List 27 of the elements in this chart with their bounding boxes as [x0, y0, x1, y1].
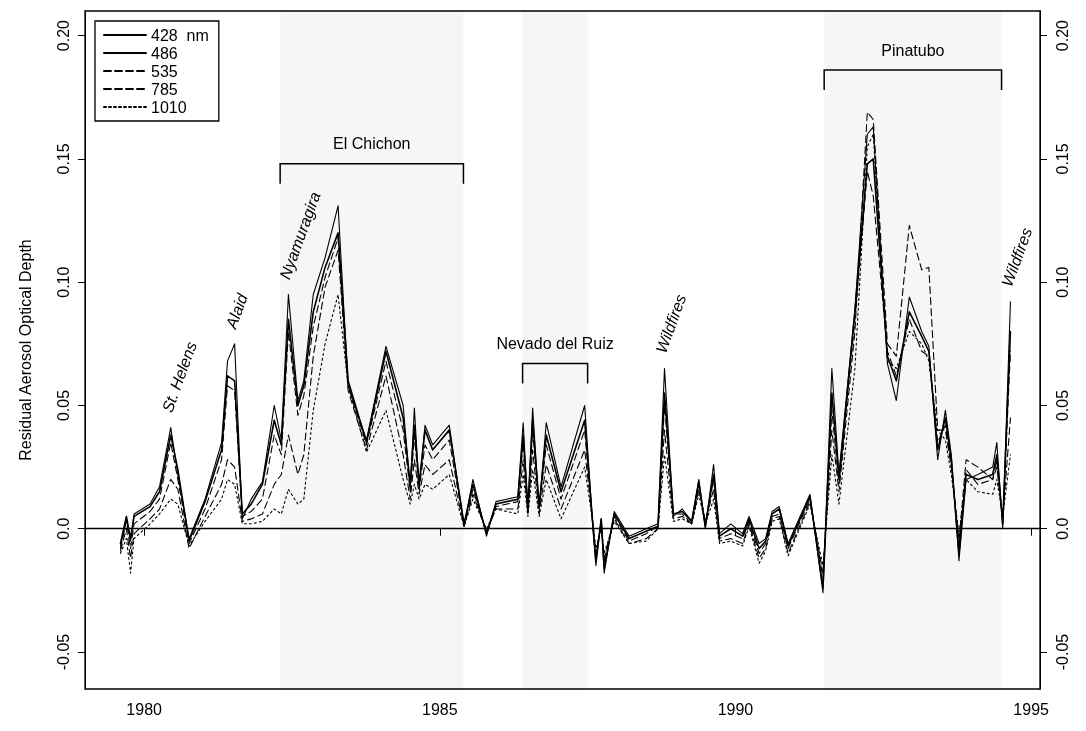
- x-tick-label: 1985: [422, 700, 458, 718]
- y2-tick-label: 0.05: [1053, 389, 1071, 422]
- y2-tick-label: 0.10: [1053, 266, 1071, 298]
- y-axis-title: Residual Aerosol Optical Depth: [16, 239, 34, 461]
- band-label: El Chichon: [333, 135, 411, 153]
- y2-tick-label: 0.0: [1053, 517, 1071, 540]
- legend-label: 535: [151, 62, 178, 80]
- legend-label: 1010: [151, 98, 187, 116]
- y-tick-label: 0.10: [54, 266, 72, 298]
- band-label: Pinatubo: [881, 41, 945, 59]
- x-tick-label: 1990: [717, 700, 754, 718]
- legend-label: 785: [151, 80, 178, 98]
- annotation: Alaid: [222, 290, 252, 332]
- y2-tick-label: -0.05: [1053, 633, 1071, 671]
- y-tick-label: -0.05: [54, 633, 72, 671]
- annotation: St. Helens: [158, 339, 200, 415]
- y-tick-label: 0.0: [54, 517, 72, 540]
- x-tick-label: 1995: [1013, 700, 1050, 718]
- y2-tick-label: 0.15: [1053, 143, 1071, 175]
- y-tick-label: 0.15: [54, 143, 72, 175]
- y-tick-label: 0.20: [54, 19, 72, 52]
- band-label: Nevado del Ruiz: [496, 334, 614, 352]
- legend-label: 486: [151, 44, 178, 62]
- x-tick-label: 1980: [126, 700, 163, 718]
- legend-label: 428 nm: [151, 26, 209, 44]
- y-tick-label: 0.05: [54, 389, 72, 422]
- y2-tick-label: 0.20: [1053, 19, 1071, 52]
